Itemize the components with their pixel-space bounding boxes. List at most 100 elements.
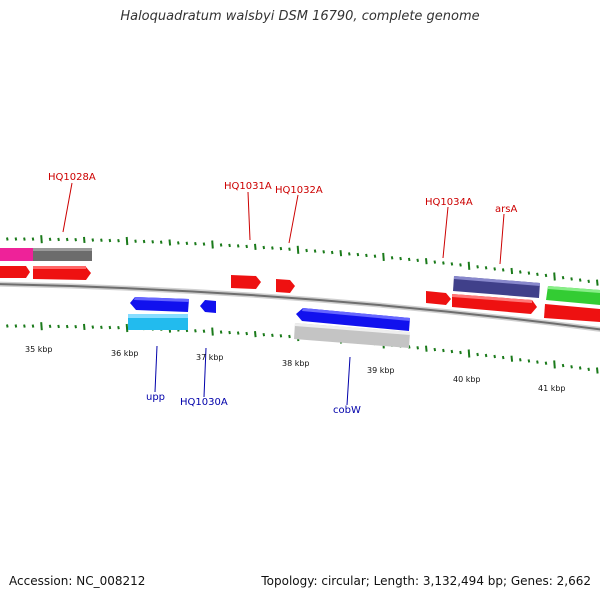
tick-mark [159, 240, 163, 244]
label-hq1028a[interactable]: HQ1028A [48, 172, 96, 183]
label-hq1034a[interactable]: HQ1034A [425, 197, 473, 208]
tick-mark [305, 248, 308, 253]
label-hq1032a[interactable]: HQ1032A [275, 185, 323, 196]
gene-red-hq1032a[interactable] [276, 279, 295, 293]
tick-mark [40, 322, 43, 331]
kbp-label: 41 kbp [538, 384, 566, 393]
tick-mark [442, 348, 445, 353]
tick-mark [31, 324, 35, 328]
tick-mark [83, 236, 86, 243]
tick-mark [125, 236, 129, 246]
tick-mark [279, 246, 283, 251]
tick-mark [416, 346, 419, 350]
tick-mark [151, 240, 154, 244]
gene-blue-hq1030a[interactable] [200, 300, 216, 313]
forward-gene-labels: HQ1028A HQ1031A HQ1032A HQ1034A arsA [48, 172, 517, 265]
tick-mark [587, 367, 590, 371]
gene-red-hq1031a[interactable] [231, 275, 261, 289]
label-cobw[interactable]: cobW [333, 405, 361, 416]
tick-mark [527, 359, 531, 363]
tick-mark [142, 239, 146, 244]
tick-mark [501, 355, 505, 360]
tick-mark [459, 263, 462, 267]
tick-mark [356, 252, 360, 257]
tick-mark [48, 324, 52, 328]
tick-mark [501, 268, 505, 272]
tick-mark [211, 240, 214, 249]
tick-mark [236, 244, 240, 248]
tick-mark [519, 270, 522, 274]
tick-mark [596, 367, 599, 374]
tick-mark [365, 253, 368, 258]
tick-mark [570, 365, 573, 369]
tick-mark [185, 241, 189, 245]
tick-mark [510, 355, 514, 362]
kbp-label: 35 kbp [25, 345, 53, 354]
tick-mark [254, 331, 257, 338]
tick-mark [493, 267, 496, 271]
tick-mark [31, 237, 35, 241]
gene-blue-cobw[interactable] [296, 308, 410, 331]
tick-mark [48, 237, 52, 241]
tick-mark [382, 252, 385, 261]
tick-mark [245, 244, 248, 249]
kbp-scale-labels: 35 kbp 36 kbp 37 kbp 38 kbp 39 kbp 40 kb… [25, 345, 566, 393]
tick-mark [544, 273, 548, 278]
tick-mark [425, 345, 428, 352]
tick-mark [544, 361, 548, 365]
tick-mark [510, 267, 514, 275]
gene-red-hq1034a[interactable] [426, 291, 451, 305]
tick-mark [433, 260, 437, 264]
label-arsa[interactable]: arsA [495, 204, 517, 215]
tick-mark [390, 256, 394, 260]
tick-mark [177, 241, 180, 245]
tick-mark [6, 237, 9, 241]
tick-mark [14, 324, 18, 328]
tick-mark [561, 363, 565, 368]
tick-mark [288, 334, 291, 339]
kbp-label: 39 kbp [367, 366, 395, 375]
gene-magenta[interactable] [0, 248, 33, 261]
gene-red-1[interactable] [0, 266, 30, 278]
label-hq1030a[interactable]: HQ1030A [180, 397, 228, 408]
tick-mark [57, 237, 60, 242]
gene-red-3[interactable] [544, 304, 600, 322]
kbp-label: 40 kbp [453, 375, 481, 384]
tick-mark [194, 329, 197, 333]
tick-mark [117, 326, 120, 330]
gene-silver[interactable] [294, 323, 410, 348]
tick-mark [578, 366, 582, 370]
tick-mark [23, 324, 26, 328]
topology-text: Topology: circular; Length: 3,132,494 bp… [261, 574, 591, 588]
label-hq1031a[interactable]: HQ1031A [224, 181, 272, 192]
genome-title: Haloquadratum walsbyi DSM 16790, complet… [120, 9, 480, 24]
tick-mark [553, 360, 556, 369]
tick-mark [219, 330, 223, 334]
tick-mark [433, 347, 437, 352]
tick-mark [74, 325, 77, 329]
tick-mark [442, 261, 445, 265]
tick-mark [330, 250, 334, 255]
genome-backbone-core [0, 283, 600, 331]
tick-mark [262, 245, 266, 250]
tick-mark [108, 238, 112, 243]
gene-gray[interactable] [33, 248, 92, 261]
tick-mark [57, 324, 60, 329]
kbp-label: 37 kbp [196, 353, 224, 362]
tick-mark [108, 325, 112, 330]
tick-mark [202, 329, 206, 333]
tick-mark [322, 250, 325, 254]
label-upp[interactable]: upp [146, 392, 165, 403]
tick-mark [536, 272, 539, 276]
tick-mark [125, 323, 129, 333]
gene-red-2[interactable] [33, 266, 91, 280]
tick-mark [245, 331, 248, 336]
tick-mark [65, 237, 69, 242]
tick-mark [416, 258, 419, 262]
tick-mark [467, 349, 471, 358]
tick-mark [407, 257, 411, 262]
tick-mark [100, 325, 103, 329]
tick-mark [236, 331, 240, 335]
forward-strand-genes [0, 248, 600, 322]
